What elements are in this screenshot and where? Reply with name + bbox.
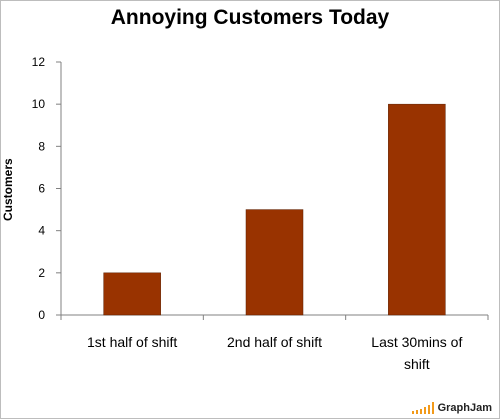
bar [245, 209, 304, 316]
watermark-text: GraphJam [437, 402, 492, 414]
bar [103, 272, 161, 316]
y-tick-label: 2 [38, 266, 45, 280]
bars [103, 103, 446, 316]
bar [388, 103, 446, 316]
labels: 0 2 4 6 8 10 12 1st half of shift 2nd half of sh… [32, 55, 463, 372]
y-tick-label: 10 [32, 97, 46, 111]
y-tick-label: 6 [38, 182, 45, 196]
x-tick-label: Last 30mins of shift [371, 334, 462, 372]
orange-bars-icon [411, 402, 434, 414]
y-tick-label: 4 [38, 224, 45, 238]
y-tick-label: 8 [38, 139, 45, 153]
y-tick-label: 0 [38, 308, 45, 322]
x-tick-label: 2nd half of shift [227, 334, 322, 350]
y-tick-label: 12 [32, 55, 46, 69]
chart-title: Annoying Customers Today [110, 6, 390, 29]
x-tick-label: 1st half of shift [87, 334, 177, 350]
graphjam-watermark: GraphJam [411, 402, 492, 414]
